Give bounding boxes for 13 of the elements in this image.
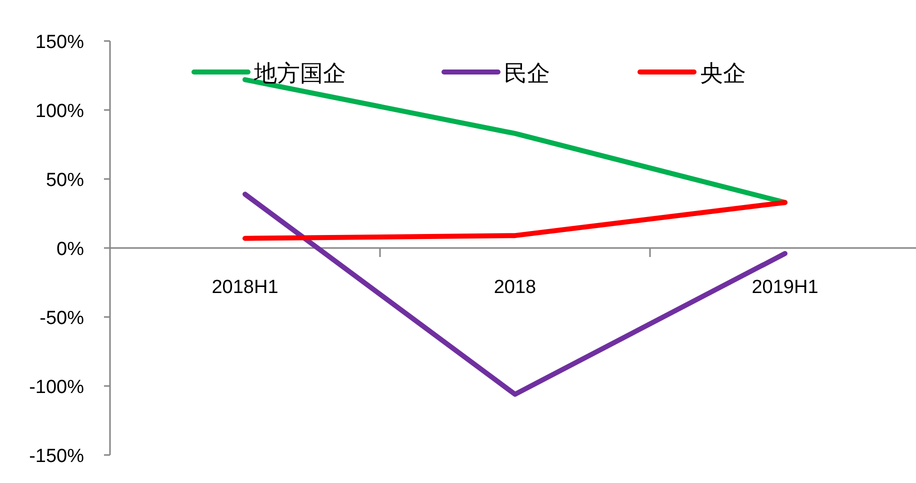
legend-label: 央企 bbox=[700, 61, 746, 87]
y-tick-label: -50% bbox=[40, 308, 84, 329]
legend-label: 民企 bbox=[504, 61, 550, 87]
y-tick-label: 150% bbox=[35, 32, 84, 53]
y-tick-label: 0% bbox=[56, 239, 84, 260]
y-tick-label: 50% bbox=[46, 170, 84, 191]
x-tick-label: 2019H1 bbox=[752, 277, 818, 298]
x-tick-label: 2018H1 bbox=[212, 277, 278, 298]
y-tick-label: -150% bbox=[29, 446, 84, 467]
legend-label: 地方国企 bbox=[253, 61, 346, 87]
y-tick-label: -100% bbox=[29, 377, 84, 398]
y-tick-label: 100% bbox=[35, 101, 84, 122]
x-tick-label: 2018 bbox=[494, 277, 536, 298]
